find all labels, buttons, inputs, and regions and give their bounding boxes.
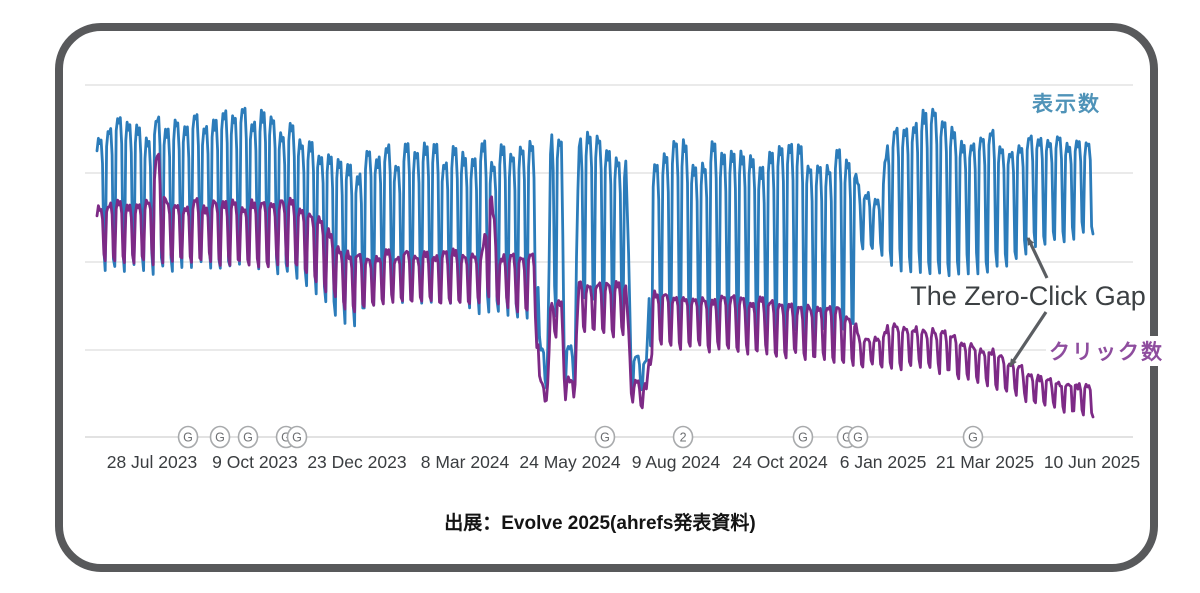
- google-update-marker: G: [209, 425, 231, 449]
- google-update-marker: G: [286, 425, 308, 449]
- gap-annotation-label: The Zero-Click Gap: [910, 281, 1146, 311]
- google-update-marker: G: [792, 425, 814, 449]
- gap-arrow-to-impressions: [1026, 237, 1049, 279]
- x-axis-tick-label: 23 Dec 2023: [307, 452, 407, 472]
- x-axis-tick-label: 8 Mar 2024: [420, 452, 510, 472]
- x-axis-tick-label: 6 Jan 2025: [839, 452, 927, 472]
- marker-letter: G: [281, 431, 291, 445]
- marker-letter: G: [968, 431, 978, 445]
- x-axis-tick-label: 9 Aug 2024: [631, 452, 721, 472]
- chart-frame-border: [55, 23, 1158, 572]
- series-label-clicks: クリック数: [1046, 336, 1167, 366]
- x-axis-tick-label: 24 Oct 2024: [732, 452, 828, 472]
- x-axis-tick-label: 21 Mar 2025: [935, 452, 1035, 472]
- marker-letter: G: [798, 431, 808, 445]
- marker-letter: 2: [680, 431, 687, 445]
- marker-letter: G: [853, 431, 863, 445]
- marker-letter: G: [600, 431, 610, 445]
- marker-letter: G: [842, 431, 852, 445]
- marker-letter: G: [292, 431, 302, 445]
- google-update-marker: G: [237, 425, 259, 449]
- google-update-marker: G: [594, 425, 616, 449]
- google-update-marker: G: [962, 425, 984, 449]
- x-axis-tick-label: 24 May 2024: [519, 452, 621, 472]
- impressions-line: [95, 106, 1095, 396]
- source-caption: 出展：Evolve 2025(ahrefs発表資料): [444, 513, 756, 534]
- marker-letter: G: [243, 431, 253, 445]
- google-update-marker: G: [177, 425, 199, 449]
- series-label-impressions: 表示数: [1032, 93, 1101, 116]
- clicks-line: [95, 152, 1095, 419]
- x-axis-tick-label: 28 Jul 2023: [106, 452, 198, 472]
- google-update-marker: G: [847, 425, 869, 449]
- marker-letter: G: [183, 431, 193, 445]
- x-axis-tick-label: 10 Jun 2025: [1043, 452, 1141, 472]
- gap-arrow-to-clicks: [1008, 311, 1048, 367]
- google-update-marker: 2: [672, 425, 694, 449]
- x-axis-tick-label: 9 Oct 2023: [212, 452, 298, 472]
- gap-arrows: [1008, 237, 1049, 367]
- marker-letter: G: [215, 431, 225, 445]
